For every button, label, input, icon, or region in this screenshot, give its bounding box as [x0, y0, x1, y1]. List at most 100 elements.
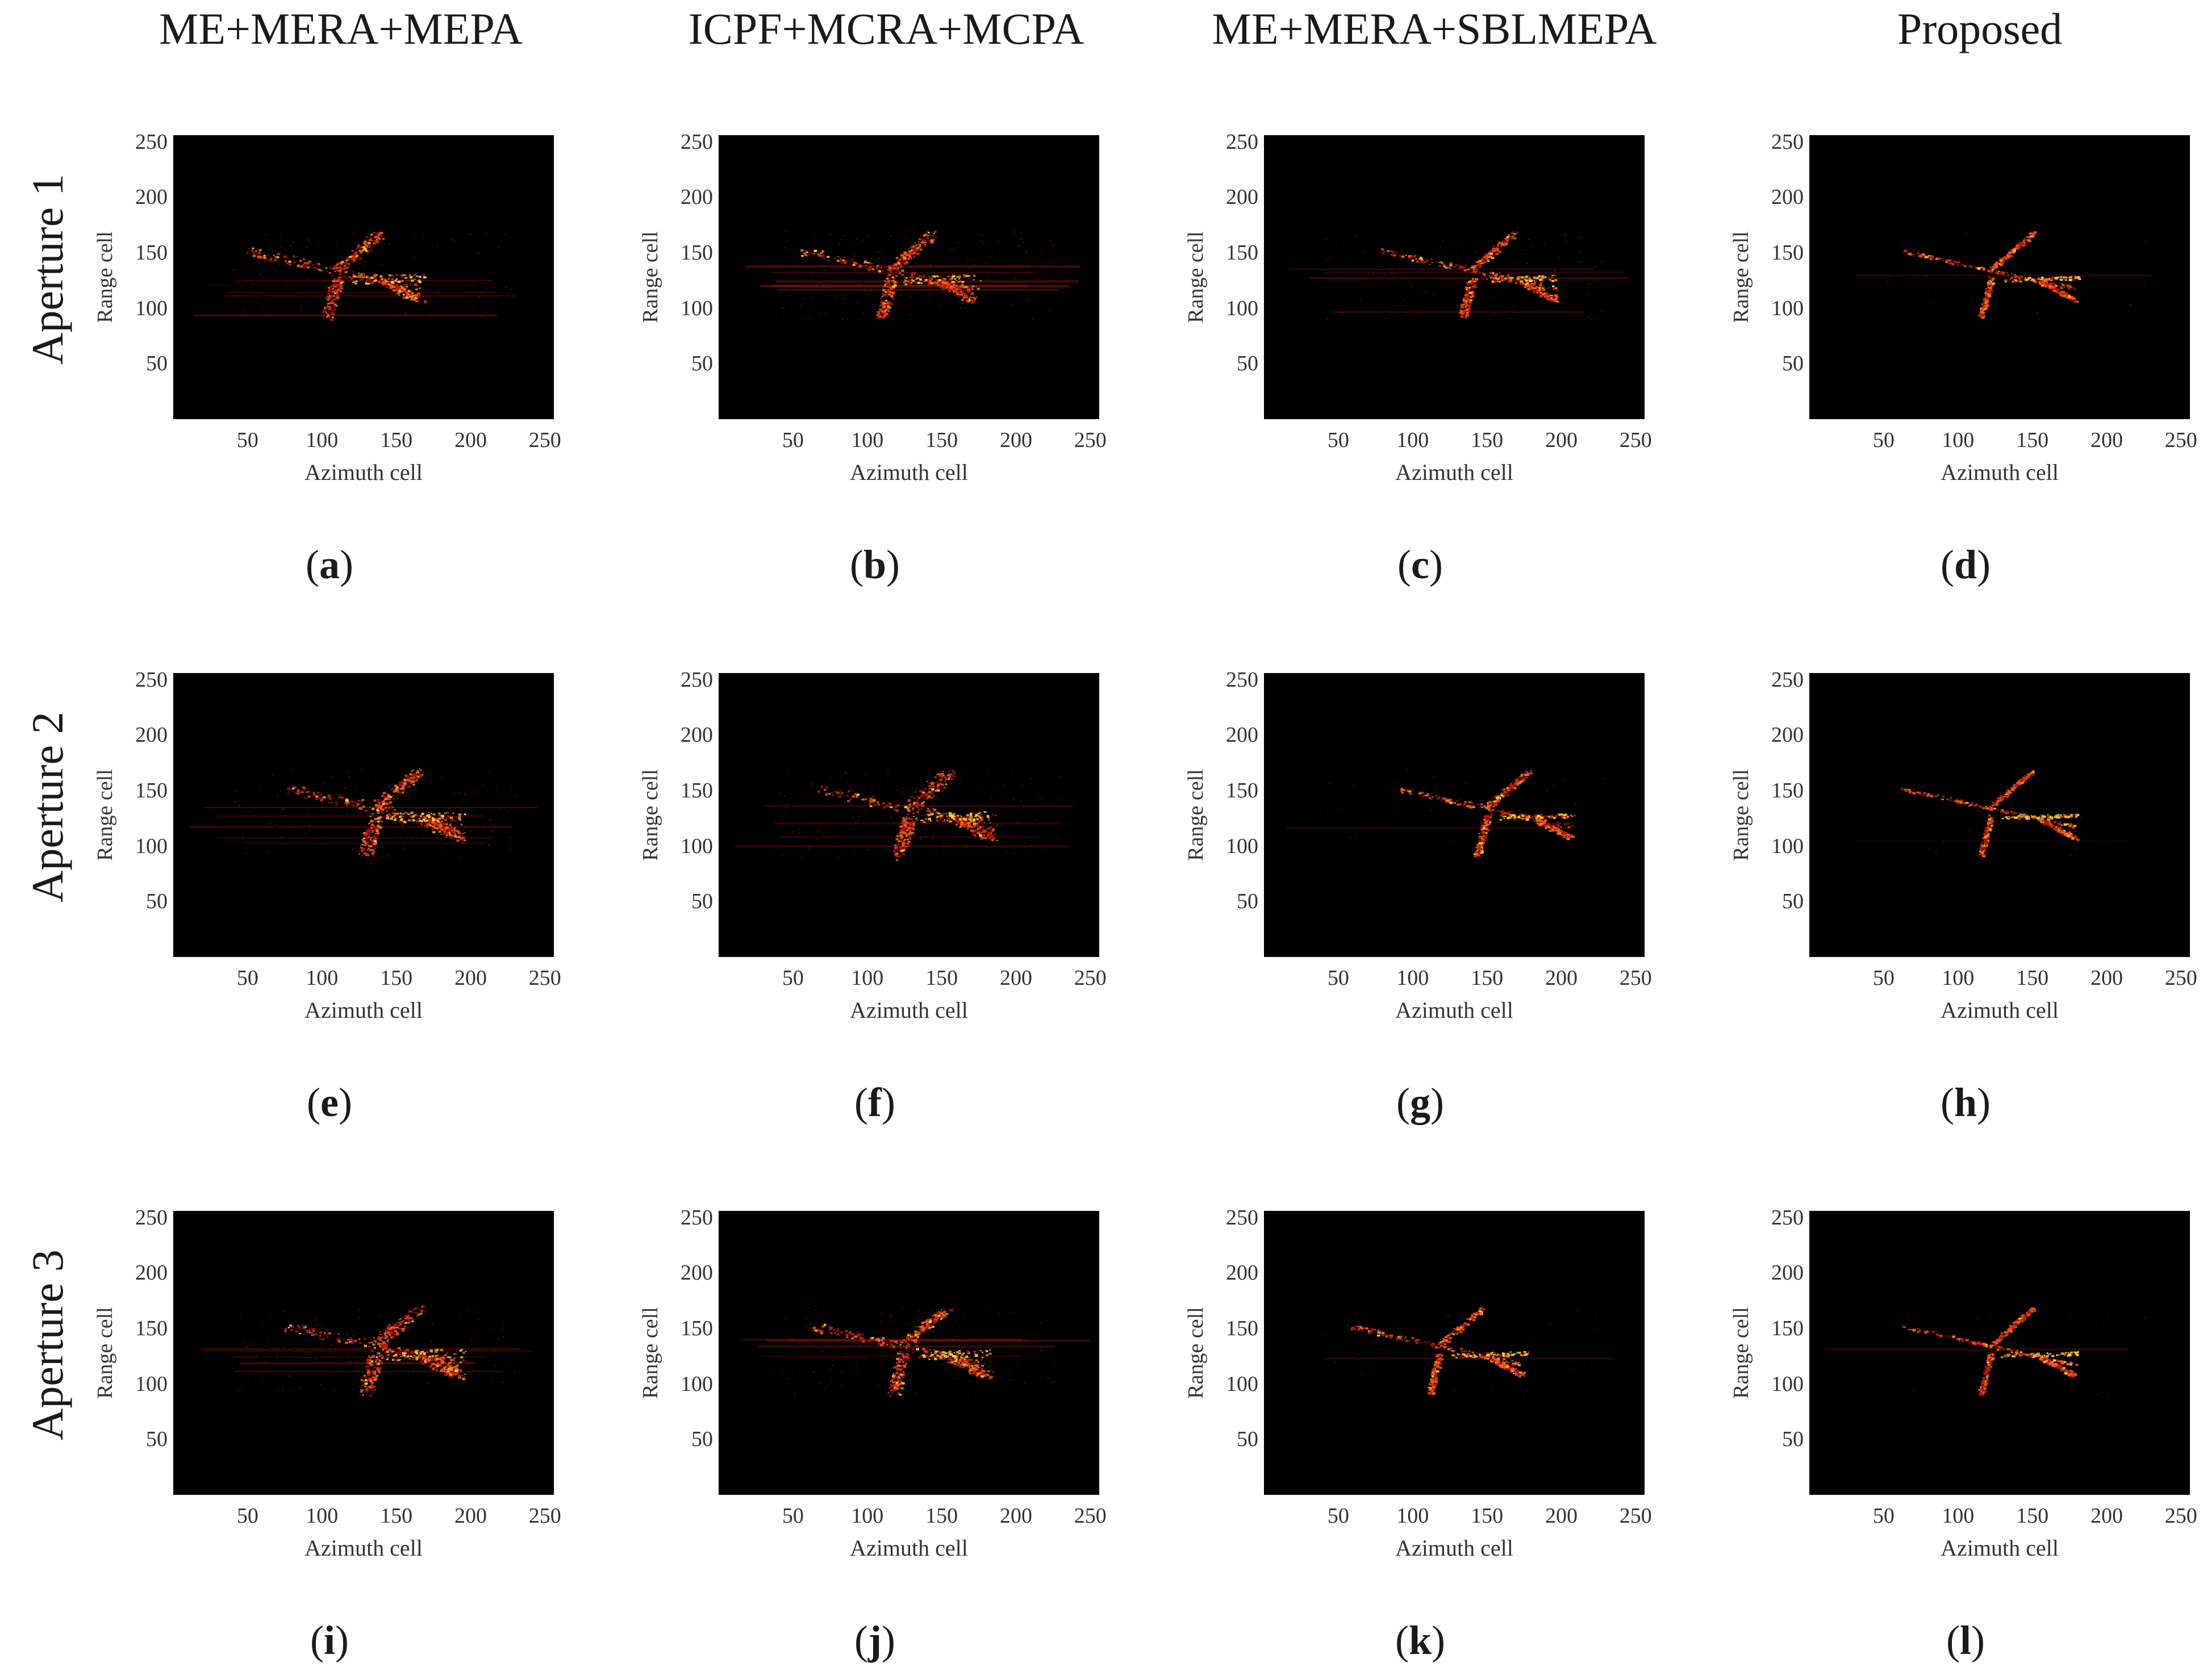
target-scatterer: [904, 854, 906, 855]
target-scatterer: [333, 289, 336, 291]
target-scatterer: [1543, 292, 1545, 294]
clutter-point: [965, 846, 967, 848]
target-scatterer: [924, 278, 925, 280]
target-scatterer: [884, 314, 886, 316]
target-scatterer: [1968, 265, 1972, 268]
target-scatterer: [333, 278, 336, 280]
target-scatterer: [1508, 235, 1510, 237]
target-scatterer: [274, 256, 278, 258]
target-scatterer: [1992, 282, 1996, 285]
target-scatterer: [2004, 281, 2007, 283]
target-scatterer: [884, 280, 886, 282]
target-scatterer: [1991, 285, 1994, 287]
clutter-point: [1040, 778, 1042, 779]
target-scatterer: [878, 316, 881, 318]
target-scatterer: [1921, 253, 1925, 256]
clutter-point: [393, 830, 395, 832]
target-scatterer: [969, 296, 972, 299]
target-scatterer: [1546, 293, 1549, 295]
clutter-point: [494, 845, 496, 846]
target-scatterer: [1472, 278, 1474, 279]
panel-caption: (b): [790, 544, 960, 585]
clutter-point: [453, 239, 455, 241]
target-scatterer: [921, 239, 923, 241]
target-scatterer: [991, 839, 994, 841]
target-scatterer: [336, 264, 337, 266]
target-scatterer: [428, 821, 431, 823]
target-scatterer: [273, 260, 276, 262]
clutter-point: [858, 283, 859, 285]
target-scatterer: [345, 803, 348, 805]
target-scatterer: [345, 266, 349, 269]
target-scatterer: [458, 819, 462, 821]
target-scatterer: [971, 289, 974, 290]
clutter-point: [911, 314, 912, 316]
target-scatterer: [961, 285, 964, 287]
target-scatterer: [1407, 257, 1410, 259]
clutter-point: [915, 271, 917, 273]
target-scatterer: [2022, 240, 2025, 241]
clutter-point: [401, 778, 403, 779]
target-scatterer: [352, 275, 354, 277]
clutter-point: [293, 262, 295, 264]
target-scatterer: [891, 296, 894, 298]
target-scatterer: [2043, 277, 2045, 278]
target-scatterer: [368, 830, 370, 833]
target-scatterer: [1533, 290, 1537, 293]
target-scatterer: [1990, 279, 1992, 281]
clutter-point: [927, 295, 929, 296]
target-scatterer: [327, 314, 329, 316]
clutter-point: [389, 804, 390, 805]
target-scatterer: [1465, 315, 1467, 316]
target-scatterer: [2052, 286, 2056, 289]
target-scatterer: [1549, 299, 1553, 302]
clutter-point: [916, 796, 918, 798]
target-scatterer: [347, 263, 351, 265]
clutter-point: [960, 289, 962, 290]
target-scatterer: [432, 825, 435, 828]
target-scatterer: [337, 278, 341, 281]
target-scatterer: [312, 264, 314, 266]
clutter-point: [990, 256, 991, 258]
target-scatterer: [927, 816, 929, 818]
target-scatterer: [891, 297, 895, 299]
target-scatterer: [890, 303, 894, 306]
target-scatterer: [373, 280, 375, 282]
target-scatterer: [1471, 297, 1473, 299]
target-scatterer: [312, 793, 316, 796]
y-axis-label: Range cell: [1729, 231, 1753, 323]
clutter-point: [1457, 296, 1459, 298]
target-scatterer: [423, 276, 426, 279]
target-scatterer: [2008, 252, 2012, 254]
target-scatterer: [951, 281, 955, 283]
clutter-point: [915, 834, 917, 835]
target-scatterer: [386, 797, 389, 800]
target-scatterer: [1549, 279, 1551, 281]
target-scatterer: [412, 818, 415, 820]
target-scatterer: [2001, 270, 2004, 273]
target-scatterer: [352, 282, 354, 283]
clutter-point: [942, 843, 944, 845]
target-scatterer: [320, 793, 323, 796]
target-scatterer: [1392, 252, 1395, 254]
target-scatterer: [919, 245, 921, 248]
target-scatterer: [1925, 256, 1929, 258]
target-scatterer: [452, 828, 454, 829]
target-scatterer: [978, 830, 981, 833]
target-scatterer: [329, 291, 331, 292]
target-scatterer: [940, 778, 943, 779]
target-scatterer: [1491, 256, 1493, 258]
target-scatterer: [340, 287, 344, 290]
target-scatterer: [328, 287, 331, 289]
target-scatterer: [913, 825, 916, 827]
target-scatterer: [887, 269, 890, 271]
target-scatterer: [898, 263, 900, 265]
target-scatterer: [331, 315, 333, 316]
clutter-point: [395, 293, 397, 295]
target-scatterer: [1501, 275, 1504, 278]
target-scatterer: [977, 302, 978, 303]
target-scatterer: [402, 294, 405, 295]
target-scatterer: [429, 824, 432, 826]
target-scatterer: [882, 806, 886, 809]
target-scatterer: [894, 844, 897, 846]
